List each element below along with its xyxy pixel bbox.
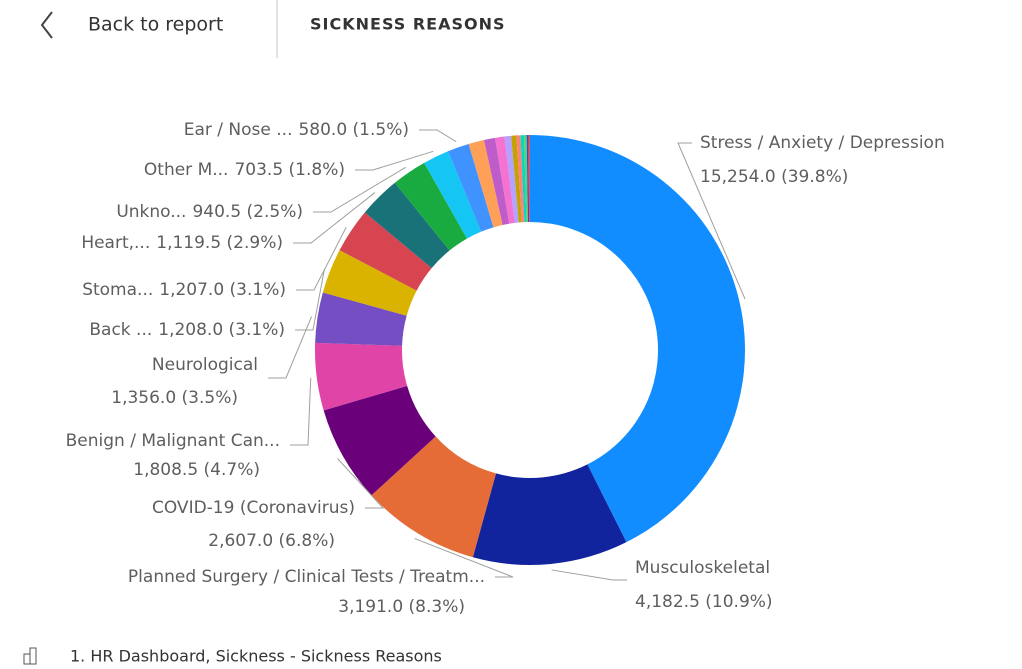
data-label: Neurological	[152, 355, 258, 375]
leader-line	[296, 227, 347, 291]
donut-slice	[315, 292, 407, 346]
icon-part	[29, 647, 37, 665]
footer-caption: 1. HR Dashboard, Sickness - Sickness Rea…	[70, 647, 442, 666]
data-label: Heart,... 1,119.5 (2.9%)	[81, 233, 283, 253]
leader-line	[414, 538, 514, 578]
footer-icon	[23, 647, 37, 665]
label-name: Stress / Anxiety / Depression	[700, 133, 945, 153]
donut-slice	[468, 139, 503, 228]
label-name: Ear / Nose ...	[184, 120, 293, 140]
data-label: 4,182.5 (10.9%)	[635, 592, 773, 612]
data-label: Back ... 1,208.0 (3.1%)	[89, 320, 285, 340]
leader-line	[419, 129, 457, 143]
label-name: Heart,...	[81, 233, 150, 253]
back-chevron[interactable]	[40, 11, 53, 39]
label-value: 15,254.0 (39.8%)	[700, 167, 848, 187]
icon-part	[23, 653, 31, 665]
data-label: Stress / Anxiety / Depression	[700, 133, 945, 153]
label-value: 940.5 (2.5%)	[192, 202, 303, 222]
label-name: Unkno...	[116, 202, 186, 222]
label-value: 1,356.0 (3.5%)	[111, 388, 238, 408]
donut-chart: Stress / Anxiety / Depression 15,254.0 (3…	[66, 120, 945, 617]
label-value: 1,119.5 (2.9%)	[156, 233, 283, 253]
label-value: 703.5 (1.8%)	[234, 160, 345, 180]
label-value: 1,207.0 (3.1%)	[159, 280, 286, 300]
label-name: Stoma...	[82, 280, 153, 300]
label-name: Other M...	[144, 160, 229, 180]
donut-slice	[530, 135, 745, 543]
donut-slice	[322, 250, 417, 316]
back-label[interactable]: Back to report	[88, 14, 223, 36]
data-label: Ear / Nose ... 580.0 (1.5%)	[184, 120, 409, 140]
donut-slice	[394, 162, 467, 251]
data-label: Planned Surgery / Clinical Tests / Treat…	[128, 567, 485, 587]
label-name: COVID-19 (Coronavirus)	[152, 498, 355, 518]
leader-line	[355, 150, 434, 171]
data-label: Other M... 703.5 (1.8%)	[144, 160, 345, 180]
leader-line	[337, 458, 385, 509]
label-value: 3,191.0 (8.3%)	[338, 597, 465, 617]
page-title: SICKNESS REASONS	[310, 15, 506, 34]
leader-line	[551, 569, 627, 581]
leader-line	[293, 192, 376, 244]
donut-slice	[364, 182, 450, 269]
leader-line	[677, 142, 746, 300]
donut-slice	[511, 135, 522, 223]
label-name: Neurological	[152, 355, 258, 375]
data-label: 2,607.0 (6.8%)	[208, 531, 335, 551]
donut-slice	[315, 342, 408, 411]
donut-slice	[495, 136, 515, 224]
data-label: 15,254.0 (39.8%)	[700, 167, 848, 187]
donut-slice	[339, 212, 432, 291]
label-name: Benign / Malignant Can...	[66, 431, 280, 451]
data-label: 1,808.5 (4.7%)	[133, 460, 260, 480]
donut-slice	[448, 143, 494, 232]
leader-line	[268, 316, 313, 379]
donut-slice	[526, 135, 530, 223]
label-value: 580.0 (1.5%)	[298, 120, 409, 140]
label-value: 2,607.0 (6.8%)	[208, 531, 335, 551]
donut-slice	[528, 135, 530, 223]
label-name: Planned Surgery / Clinical Tests / Treat…	[128, 567, 485, 587]
data-label: Musculoskeletal	[635, 558, 770, 578]
label-name: Musculoskeletal	[635, 558, 770, 578]
donut-slice	[424, 151, 482, 239]
leader-line	[295, 268, 325, 331]
donut-slice	[483, 137, 510, 225]
leader-line	[313, 166, 406, 213]
donut-slice	[504, 135, 519, 223]
data-label: Stoma... 1,207.0 (3.1%)	[82, 280, 286, 300]
label-name: Back ...	[89, 320, 152, 340]
donut-slice	[371, 436, 496, 558]
data-label: COVID-19 (Coronavirus)	[152, 498, 355, 518]
donut-slice	[520, 135, 527, 223]
label-value: 4,182.5 (10.9%)	[635, 592, 773, 612]
leader-line	[290, 377, 312, 446]
donut-slice	[323, 385, 436, 496]
donut-slice	[472, 464, 627, 565]
data-label: Benign / Malignant Can...	[66, 431, 280, 451]
data-label: 1,356.0 (3.5%)	[111, 388, 238, 408]
data-label: 3,191.0 (8.3%)	[338, 597, 465, 617]
label-value: 1,808.5 (4.7%)	[133, 460, 260, 480]
donut-slice	[523, 135, 528, 223]
donut-slice	[516, 135, 525, 223]
label-value: 1,208.0 (3.1%)	[158, 320, 285, 340]
data-label: Unkno... 940.5 (2.5%)	[116, 202, 303, 222]
back-button[interactable]: Back to report	[40, 11, 223, 39]
